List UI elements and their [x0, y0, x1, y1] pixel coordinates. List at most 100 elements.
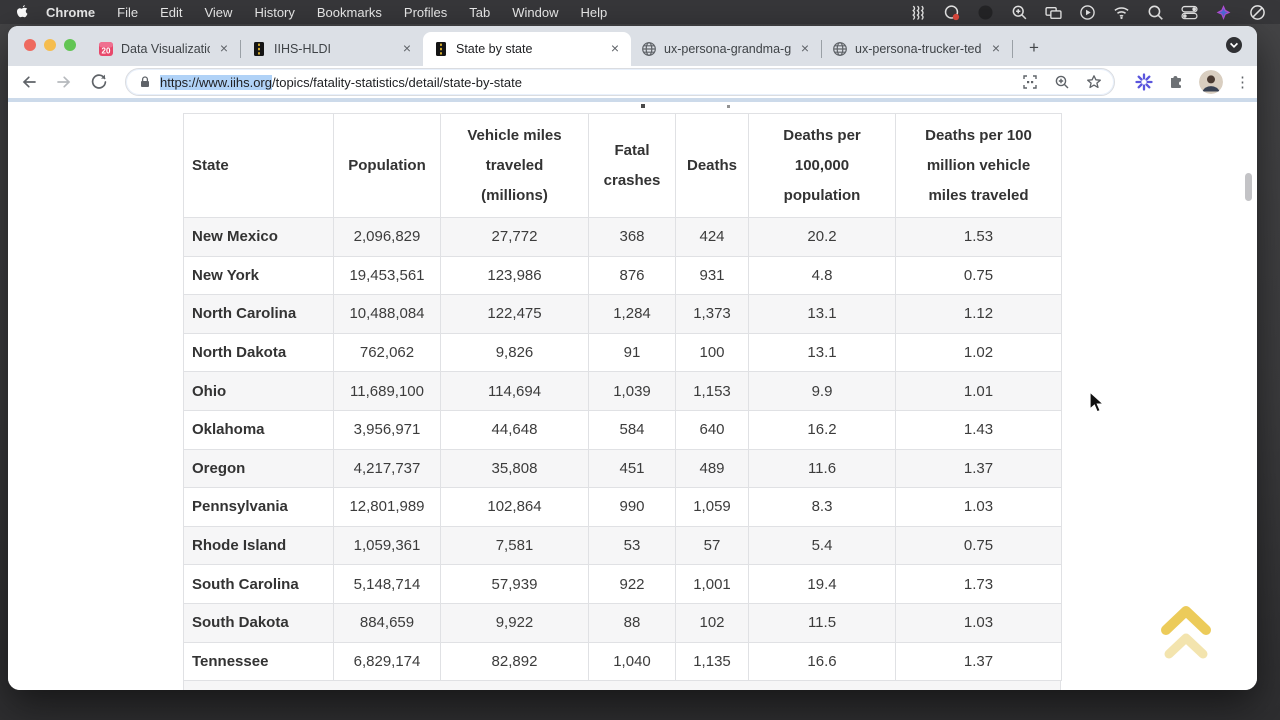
zoom-window-button[interactable] — [64, 39, 76, 51]
value-cell: 88 — [588, 602, 676, 643]
value-cell: 1,373 — [675, 294, 749, 334]
value-cell: 7,581 — [440, 525, 589, 566]
value-cell: 584 — [588, 409, 676, 450]
tab-data-visualization-founda[interactable]: 20 Data Visualization Founda × — [88, 32, 240, 66]
extensions-puzzle-icon[interactable] — [1167, 73, 1185, 91]
svg-text:20: 20 — [102, 47, 111, 56]
value-cell: 1.73 — [895, 564, 1062, 604]
table-row: South Carolina 5,148,714 57,939 922 1,001 19.… — [183, 564, 1062, 604]
menu-edit[interactable]: Edit — [160, 4, 183, 20]
value-cell: 57 — [675, 525, 749, 566]
screen-capture-icon[interactable] — [1022, 74, 1038, 90]
menu-tab[interactable]: Tab — [469, 4, 491, 20]
reload-button[interactable] — [90, 73, 108, 91]
tab-close-icon[interactable]: × — [402, 40, 412, 56]
menu-bookmarks[interactable]: Bookmarks — [316, 4, 382, 20]
state-name-cell: New Mexico — [183, 217, 334, 257]
fatality-statistics-table: State Population Vehicle miles traveled (m… — [183, 113, 1062, 682]
display-mirroring-icon[interactable] — [1045, 4, 1062, 21]
profile-avatar[interactable] — [1199, 70, 1223, 94]
tab-iihs-hldi[interactable]: IIHS-HLDI × — [241, 32, 423, 66]
value-cell: 19.4 — [748, 564, 896, 604]
menu-history[interactable]: History — [254, 4, 295, 20]
road-favicon — [251, 41, 267, 57]
value-cell: 53 — [588, 525, 676, 566]
forward-button[interactable] — [55, 73, 73, 91]
url-path-text: /topics/fatality-statistics/detail/state… — [272, 74, 522, 90]
close-window-button[interactable] — [24, 39, 36, 51]
state-name-cell: North Dakota — [183, 332, 334, 373]
tab-label: Data Visualization Founda — [121, 42, 210, 56]
https-lock-icon[interactable] — [138, 75, 152, 89]
wifi-icon[interactable] — [1113, 4, 1130, 21]
menu-file[interactable]: File — [117, 4, 139, 20]
value-cell: 1,135 — [675, 641, 749, 682]
spotlight-search-icon[interactable] — [1147, 4, 1164, 21]
tab-label: ux-persona-trucker-ted — [855, 42, 982, 56]
url-text[interactable]: https://www.iihs.org/topics/fatality-sta… — [160, 74, 522, 90]
tab-search-menu-button[interactable] — [1225, 36, 1243, 54]
menu-view[interactable]: View — [204, 4, 233, 20]
table-row: Oklahoma 3,956,971 44,648 584 640 16.2 1.43 — [183, 409, 1062, 450]
tab-ux-persona-grandma-gin[interactable]: ux-persona-grandma-gin × — [631, 32, 821, 66]
value-cell: 13.1 — [748, 294, 896, 334]
new-tab-button[interactable]: + — [1029, 38, 1039, 57]
partially-visible-table-row — [183, 680, 1061, 690]
value-cell: 5,148,714 — [333, 564, 441, 604]
menu-window[interactable]: Window — [512, 4, 559, 20]
toolbar-bottom-strip — [8, 98, 1257, 102]
page-scrollbar-thumb[interactable] — [1245, 173, 1252, 201]
value-cell: 990 — [588, 487, 676, 527]
column-header-6: Deaths per 100 million vehicle miles tra… — [895, 113, 1062, 218]
apple-menu-icon[interactable] — [14, 4, 30, 20]
browser-menu-kebab-icon[interactable]: ⋮ — [1235, 74, 1250, 91]
url-selected-text: https://www.iihs.org — [160, 74, 272, 90]
tab-ux-persona-trucker-ted[interactable]: ux-persona-trucker-ted × — [822, 32, 1012, 66]
zoom-app-icon[interactable] — [1011, 4, 1028, 21]
tab-close-icon[interactable]: × — [610, 40, 620, 56]
zoom-in-page-icon[interactable] — [1054, 74, 1070, 90]
bookmark-star-icon[interactable] — [1086, 74, 1102, 90]
tab-state-by-state[interactable]: State by state × — [423, 32, 631, 66]
menu-profiles[interactable]: Profiles — [403, 4, 448, 20]
wave-lines-icon[interactable] — [909, 4, 926, 21]
address-bar[interactable]: https://www.iihs.org/topics/fatality-sta… — [125, 68, 1115, 96]
browser-toolbar: https://www.iihs.org/topics/fatality-sta… — [8, 66, 1257, 98]
column-header-2: Vehicle miles traveled (millions) — [440, 113, 589, 218]
value-cell: 0.75 — [895, 255, 1062, 296]
value-cell: 922 — [588, 564, 676, 604]
value-cell: 1.37 — [895, 448, 1062, 489]
menu-help[interactable]: Help — [580, 4, 608, 20]
back-button[interactable] — [20, 73, 38, 91]
globe-favicon — [641, 41, 657, 57]
menu-app-name[interactable]: Chrome — [46, 4, 96, 20]
tab-label: IIHS-HLDI — [274, 42, 331, 56]
control-center-icon[interactable] — [1181, 4, 1198, 21]
value-cell: 27,772 — [440, 217, 589, 257]
road-favicon — [433, 41, 449, 57]
omnibox-actions — [1022, 74, 1102, 90]
menu-items: File Edit View History Bookmarks Profiles Tab W… — [117, 5, 607, 20]
scroll-to-top-button[interactable] — [1156, 602, 1216, 666]
screen-recording-icon[interactable] — [1079, 4, 1096, 21]
creative-cloud-icon[interactable] — [943, 4, 960, 21]
tab-close-icon[interactable]: × — [219, 40, 229, 56]
value-cell: 451 — [588, 448, 676, 489]
value-cell: 57,939 — [440, 564, 589, 604]
do-not-disturb-icon[interactable] — [1249, 4, 1266, 21]
value-cell: 1.37 — [895, 641, 1062, 682]
value-cell: 4,217,737 — [333, 448, 441, 489]
extension-starburst-icon[interactable] — [1135, 73, 1153, 91]
tab-close-icon[interactable]: × — [800, 40, 810, 56]
value-cell: 1,040 — [588, 641, 676, 682]
value-cell: 82,892 — [440, 641, 589, 682]
minimize-window-button[interactable] — [44, 39, 56, 51]
colorful-app-icon[interactable] — [1215, 4, 1232, 21]
tab-close-icon[interactable]: × — [991, 40, 1001, 56]
dimmed-app-icon[interactable] — [977, 4, 994, 21]
column-header-3: Fatal crashes — [588, 113, 676, 218]
column-header-4: Deaths — [675, 113, 749, 218]
value-cell: 368 — [588, 217, 676, 257]
